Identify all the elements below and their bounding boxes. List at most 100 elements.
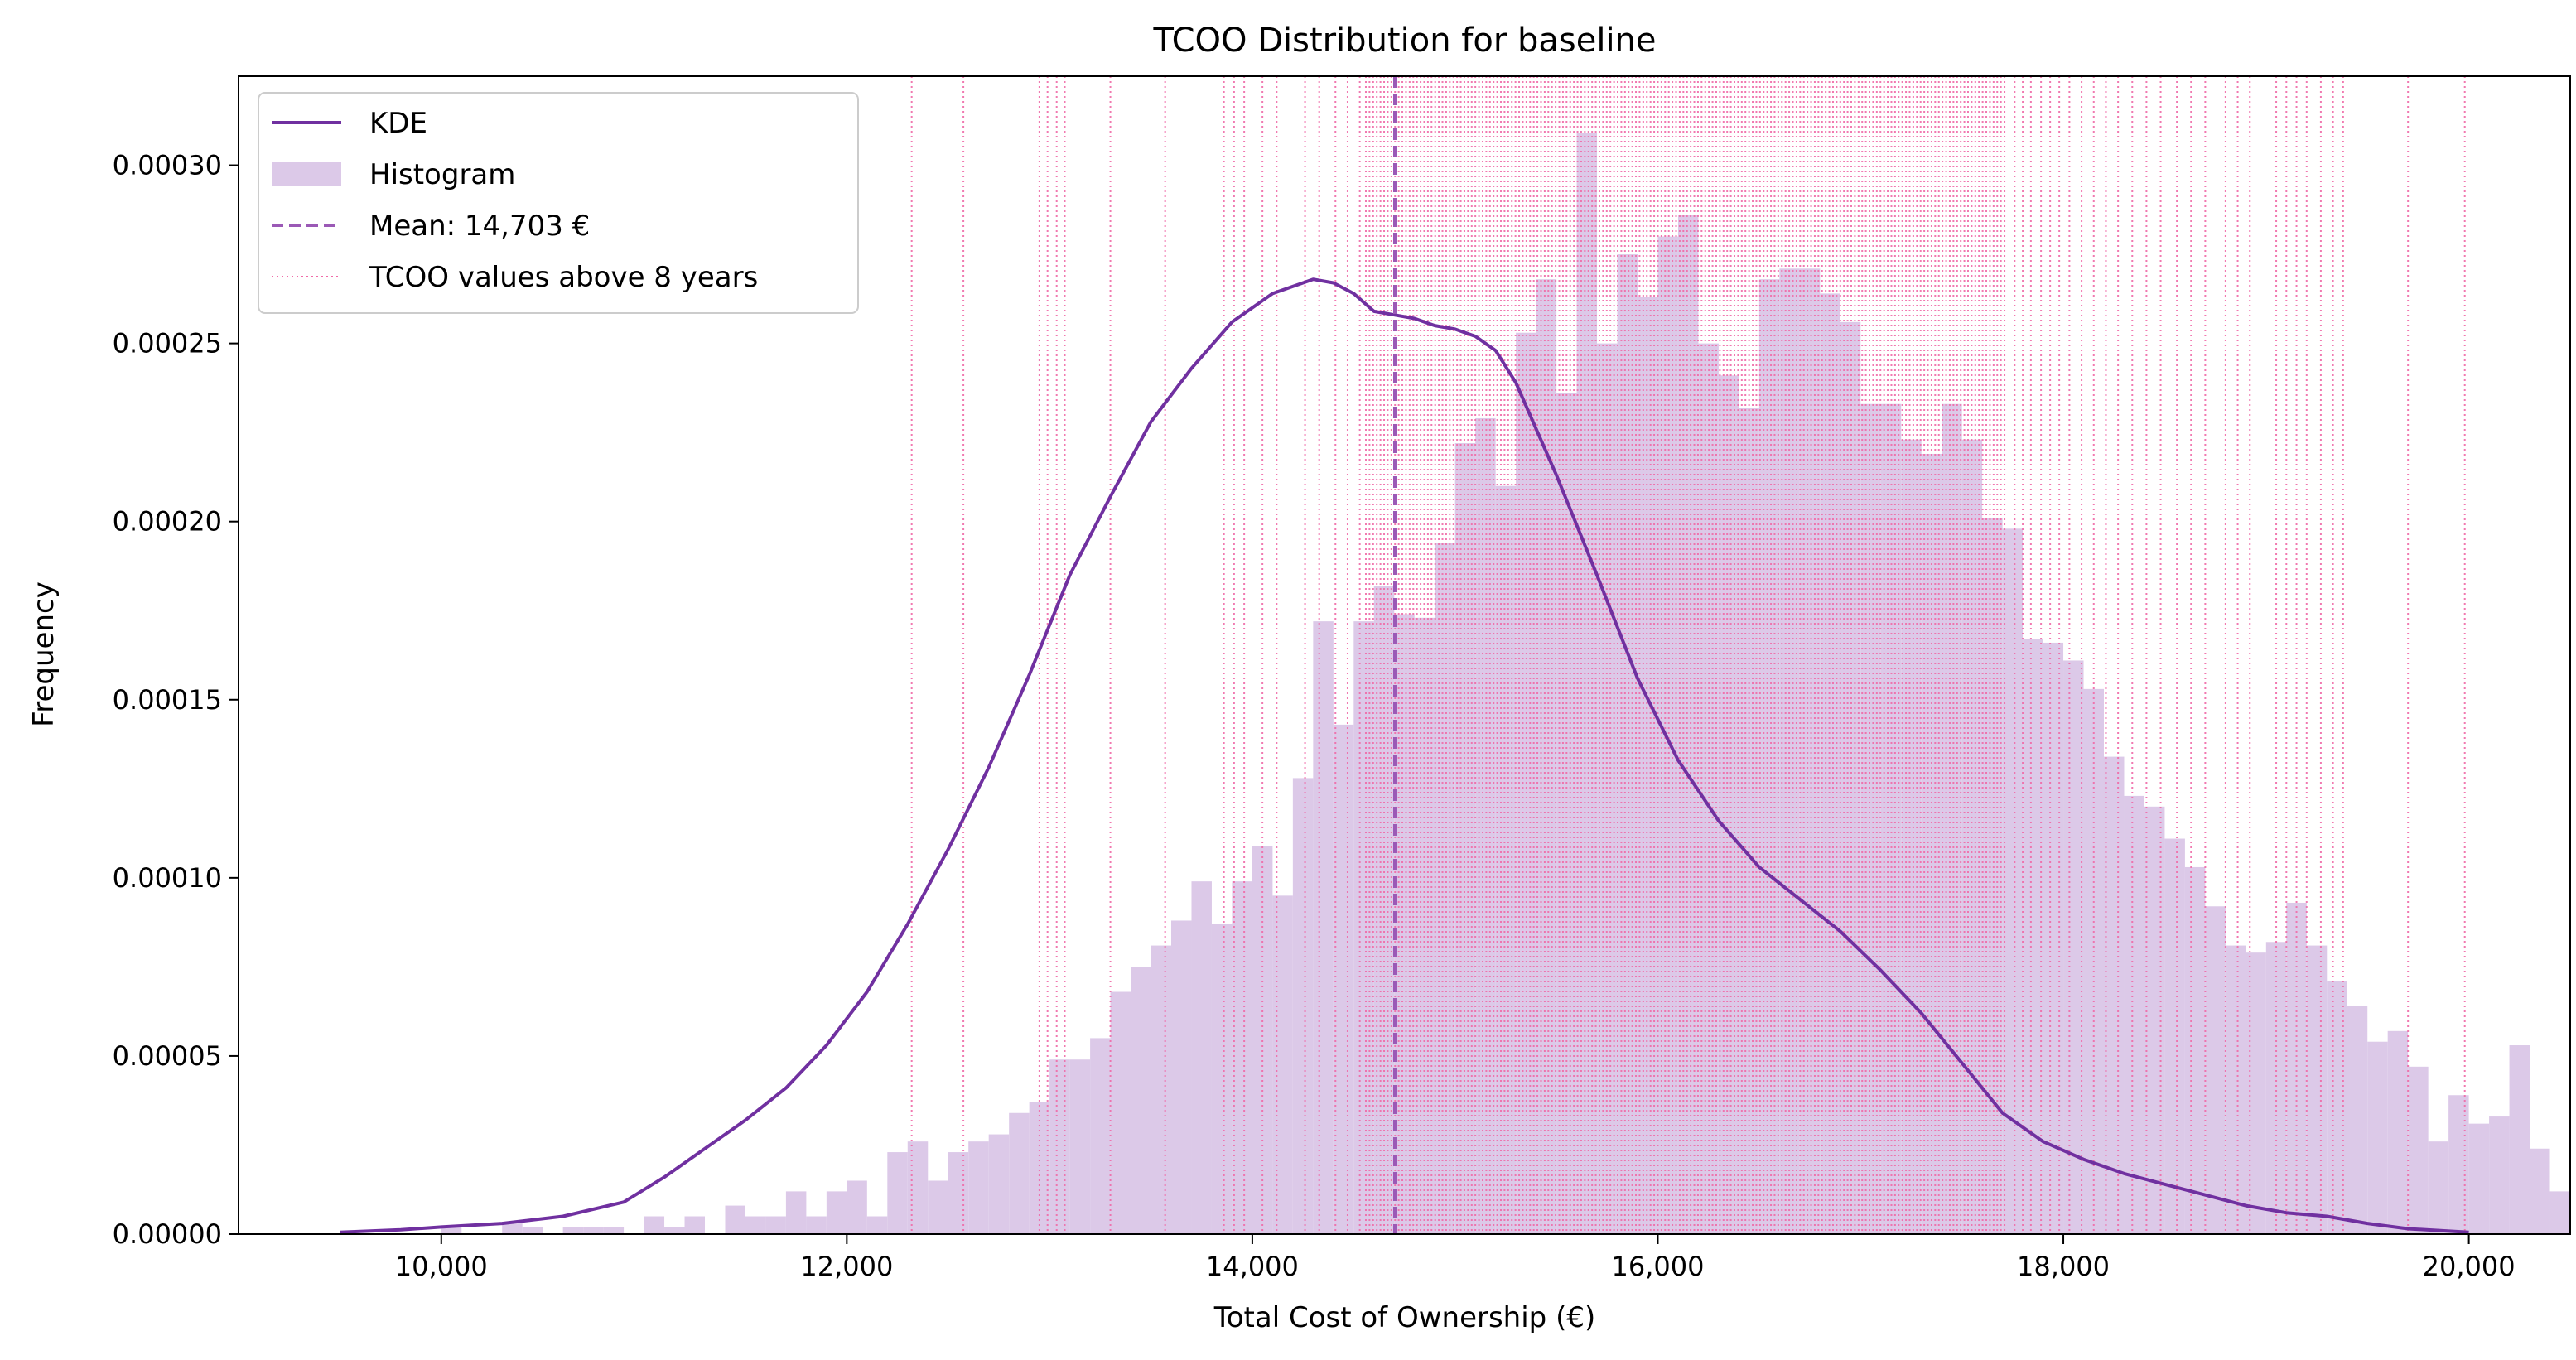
histogram-bar [907,1141,929,1234]
y-tick-label: 0.00015 [113,684,222,716]
histogram-bar [785,1191,807,1234]
y-tick-label: 0.00025 [113,328,222,359]
legend-kde-label: KDE [369,107,427,140]
histogram-bar [2164,838,2185,1234]
histogram-bar [1131,967,1151,1234]
legend-histogram-swatch [272,162,341,186]
histogram-bar [2184,866,2206,1234]
histogram-bar [826,1191,847,1234]
histogram-bar [2468,1123,2490,1234]
histogram-bar [2023,639,2043,1234]
y-tick-label: 0.00010 [113,862,222,894]
histogram-bar [2489,1116,2510,1234]
histogram-bar [1009,1112,1030,1234]
histogram-bar [2530,1148,2550,1234]
x-tick-label: 10,000 [395,1251,488,1282]
histogram-bar [1252,846,1273,1234]
histogram-bar [1860,403,1881,1234]
histogram-bar [644,1216,665,1234]
legend-mean-label: Mean: 14,703 € [369,210,590,243]
x-tick-label: 18,000 [2017,1251,2110,1282]
histogram-bar [2306,945,2328,1234]
histogram-bar [2347,1006,2368,1234]
histogram-bar [1090,1038,1111,1234]
histogram-bar [1779,268,1800,1234]
histogram-bar [1414,617,1435,1234]
histogram-bar [847,1180,867,1234]
histogram-bar [1232,881,1252,1234]
histogram-bar [1677,215,1699,1234]
histogram-bar [1901,439,1922,1234]
histogram-bar [988,1134,1010,1234]
plot-frame [238,75,2571,1235]
histogram-bar [1435,543,1455,1234]
histogram-bar [1454,443,1476,1234]
legend-box [258,92,859,314]
histogram-bar [603,1227,625,1234]
histogram-bar [1029,1102,1050,1234]
plot-area [340,76,2570,1234]
histogram-bar [725,1205,745,1234]
histogram-bar [1799,268,1821,1234]
histogram-bar [1151,945,1171,1234]
y-axis-label: Frequency [27,581,60,727]
histogram-bar [2104,756,2125,1234]
histogram-bar [1171,920,1192,1234]
histogram-bar [2205,906,2226,1234]
histogram-bar [2509,1045,2530,1234]
histogram-bar [2225,945,2246,1234]
chart-title: TCOO Distribution for baseline [1152,22,1656,60]
y-tick-label: 0.00030 [113,150,222,181]
histogram-bar [2428,1141,2449,1234]
histogram-bar [1576,133,1598,1234]
histogram-bar [1638,297,1658,1234]
histogram-bar [1211,924,1233,1234]
histogram-bar [2549,1191,2570,1234]
histogram-bar [1191,881,1212,1234]
histogram-bar [928,1180,948,1234]
legend-histogram-label: Histogram [369,158,515,191]
histogram-bar [1394,614,1415,1234]
histogram-bar [2448,1095,2469,1234]
histogram-bar [1982,518,2003,1234]
y-tick-label: 0.00005 [113,1040,222,1072]
histogram-bar [1921,453,1942,1234]
histogram-bar [1942,403,1962,1234]
x-tick-label: 20,000 [2423,1251,2516,1282]
histogram-bar [1353,621,1374,1234]
kde-curve [340,277,2469,1234]
x-tick-label: 12,000 [800,1251,893,1282]
y-tick-label: 0.00020 [113,506,222,538]
histogram-bar [522,1227,543,1234]
histogram-bar [1049,1059,1070,1234]
x-axis-label: Total Cost of Ownership (€) [1213,1301,1595,1334]
histogram-bar [1272,895,1293,1234]
x-tick-label: 16,000 [1611,1251,1704,1282]
histogram-bar [1536,279,1557,1234]
histogram-bar [2367,1041,2388,1234]
histogram-bar [1475,417,1496,1234]
histogram-bar [765,1216,786,1234]
histogram-bar [1617,254,1638,1234]
histogram-bar [1495,485,1517,1234]
histogram-bar [1758,279,1780,1234]
histogram-bar [948,1152,969,1234]
histogram-bar [2063,660,2084,1234]
axes: 10,000 12,000 14,000 16,000 18,000 20,000 0.00… [113,75,2571,1282]
legend-above-8-years-label: TCOO values above 8 years [369,261,758,294]
y-tick-label: 0.00000 [113,1218,222,1250]
histogram-bar [2002,528,2024,1234]
x-tick-label: 14,000 [1206,1251,1299,1282]
histogram-bar [806,1216,827,1234]
histogram-bar [502,1223,523,1234]
histogram-bar [441,1227,462,1234]
histogram-bar [968,1141,989,1234]
histogram-bar [1333,724,1354,1234]
histogram-bar [562,1227,584,1234]
histogram-bar [1657,236,1678,1234]
histogram-bar [1292,778,1314,1234]
histogram-bar [1110,991,1131,1234]
histogram-bar [2387,1030,2409,1234]
